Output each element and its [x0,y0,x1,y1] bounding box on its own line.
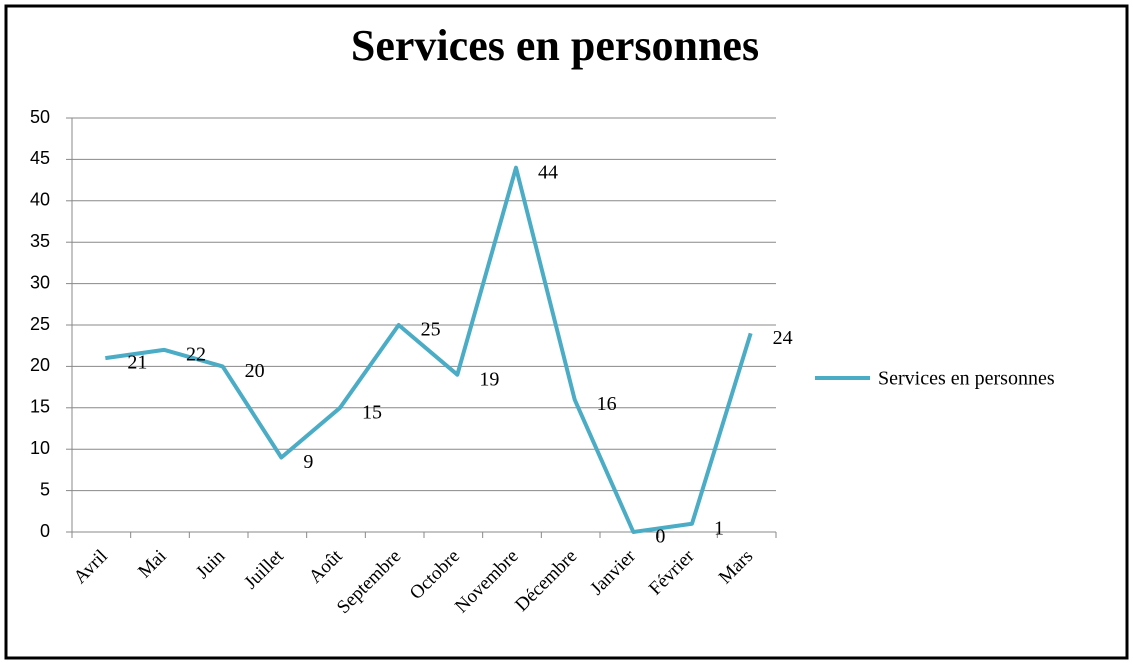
y-tick-label: 45 [30,148,50,168]
chart-border [4,4,1129,660]
data-label: 1 [714,517,724,539]
data-label: 25 [421,319,441,341]
data-label: 20 [245,360,265,382]
y-tick-label: 40 [30,190,50,210]
data-label: 21 [127,352,147,374]
data-label: 19 [479,368,499,390]
y-tick-label: 25 [30,314,50,334]
data-label: 24 [773,327,793,349]
y-tick-label: 0 [40,521,50,541]
data-label: 44 [538,161,558,183]
y-tick-label: 35 [30,231,50,251]
y-tick-label: 10 [30,438,50,458]
data-label: 0 [655,526,665,548]
y-tick-label: 15 [30,397,50,417]
y-tick-label: 50 [30,107,50,127]
y-tick-label: 5 [40,479,50,499]
chart-title: Services en personnes [351,21,759,70]
data-label: 16 [597,393,617,415]
y-tick-label: 30 [30,272,50,292]
legend-label: Services en personnes [878,368,1055,390]
data-label: 9 [303,451,313,473]
data-label: 15 [362,401,382,423]
data-label: 22 [186,343,206,365]
line [105,165,753,534]
y-tick-label: 20 [30,355,50,375]
